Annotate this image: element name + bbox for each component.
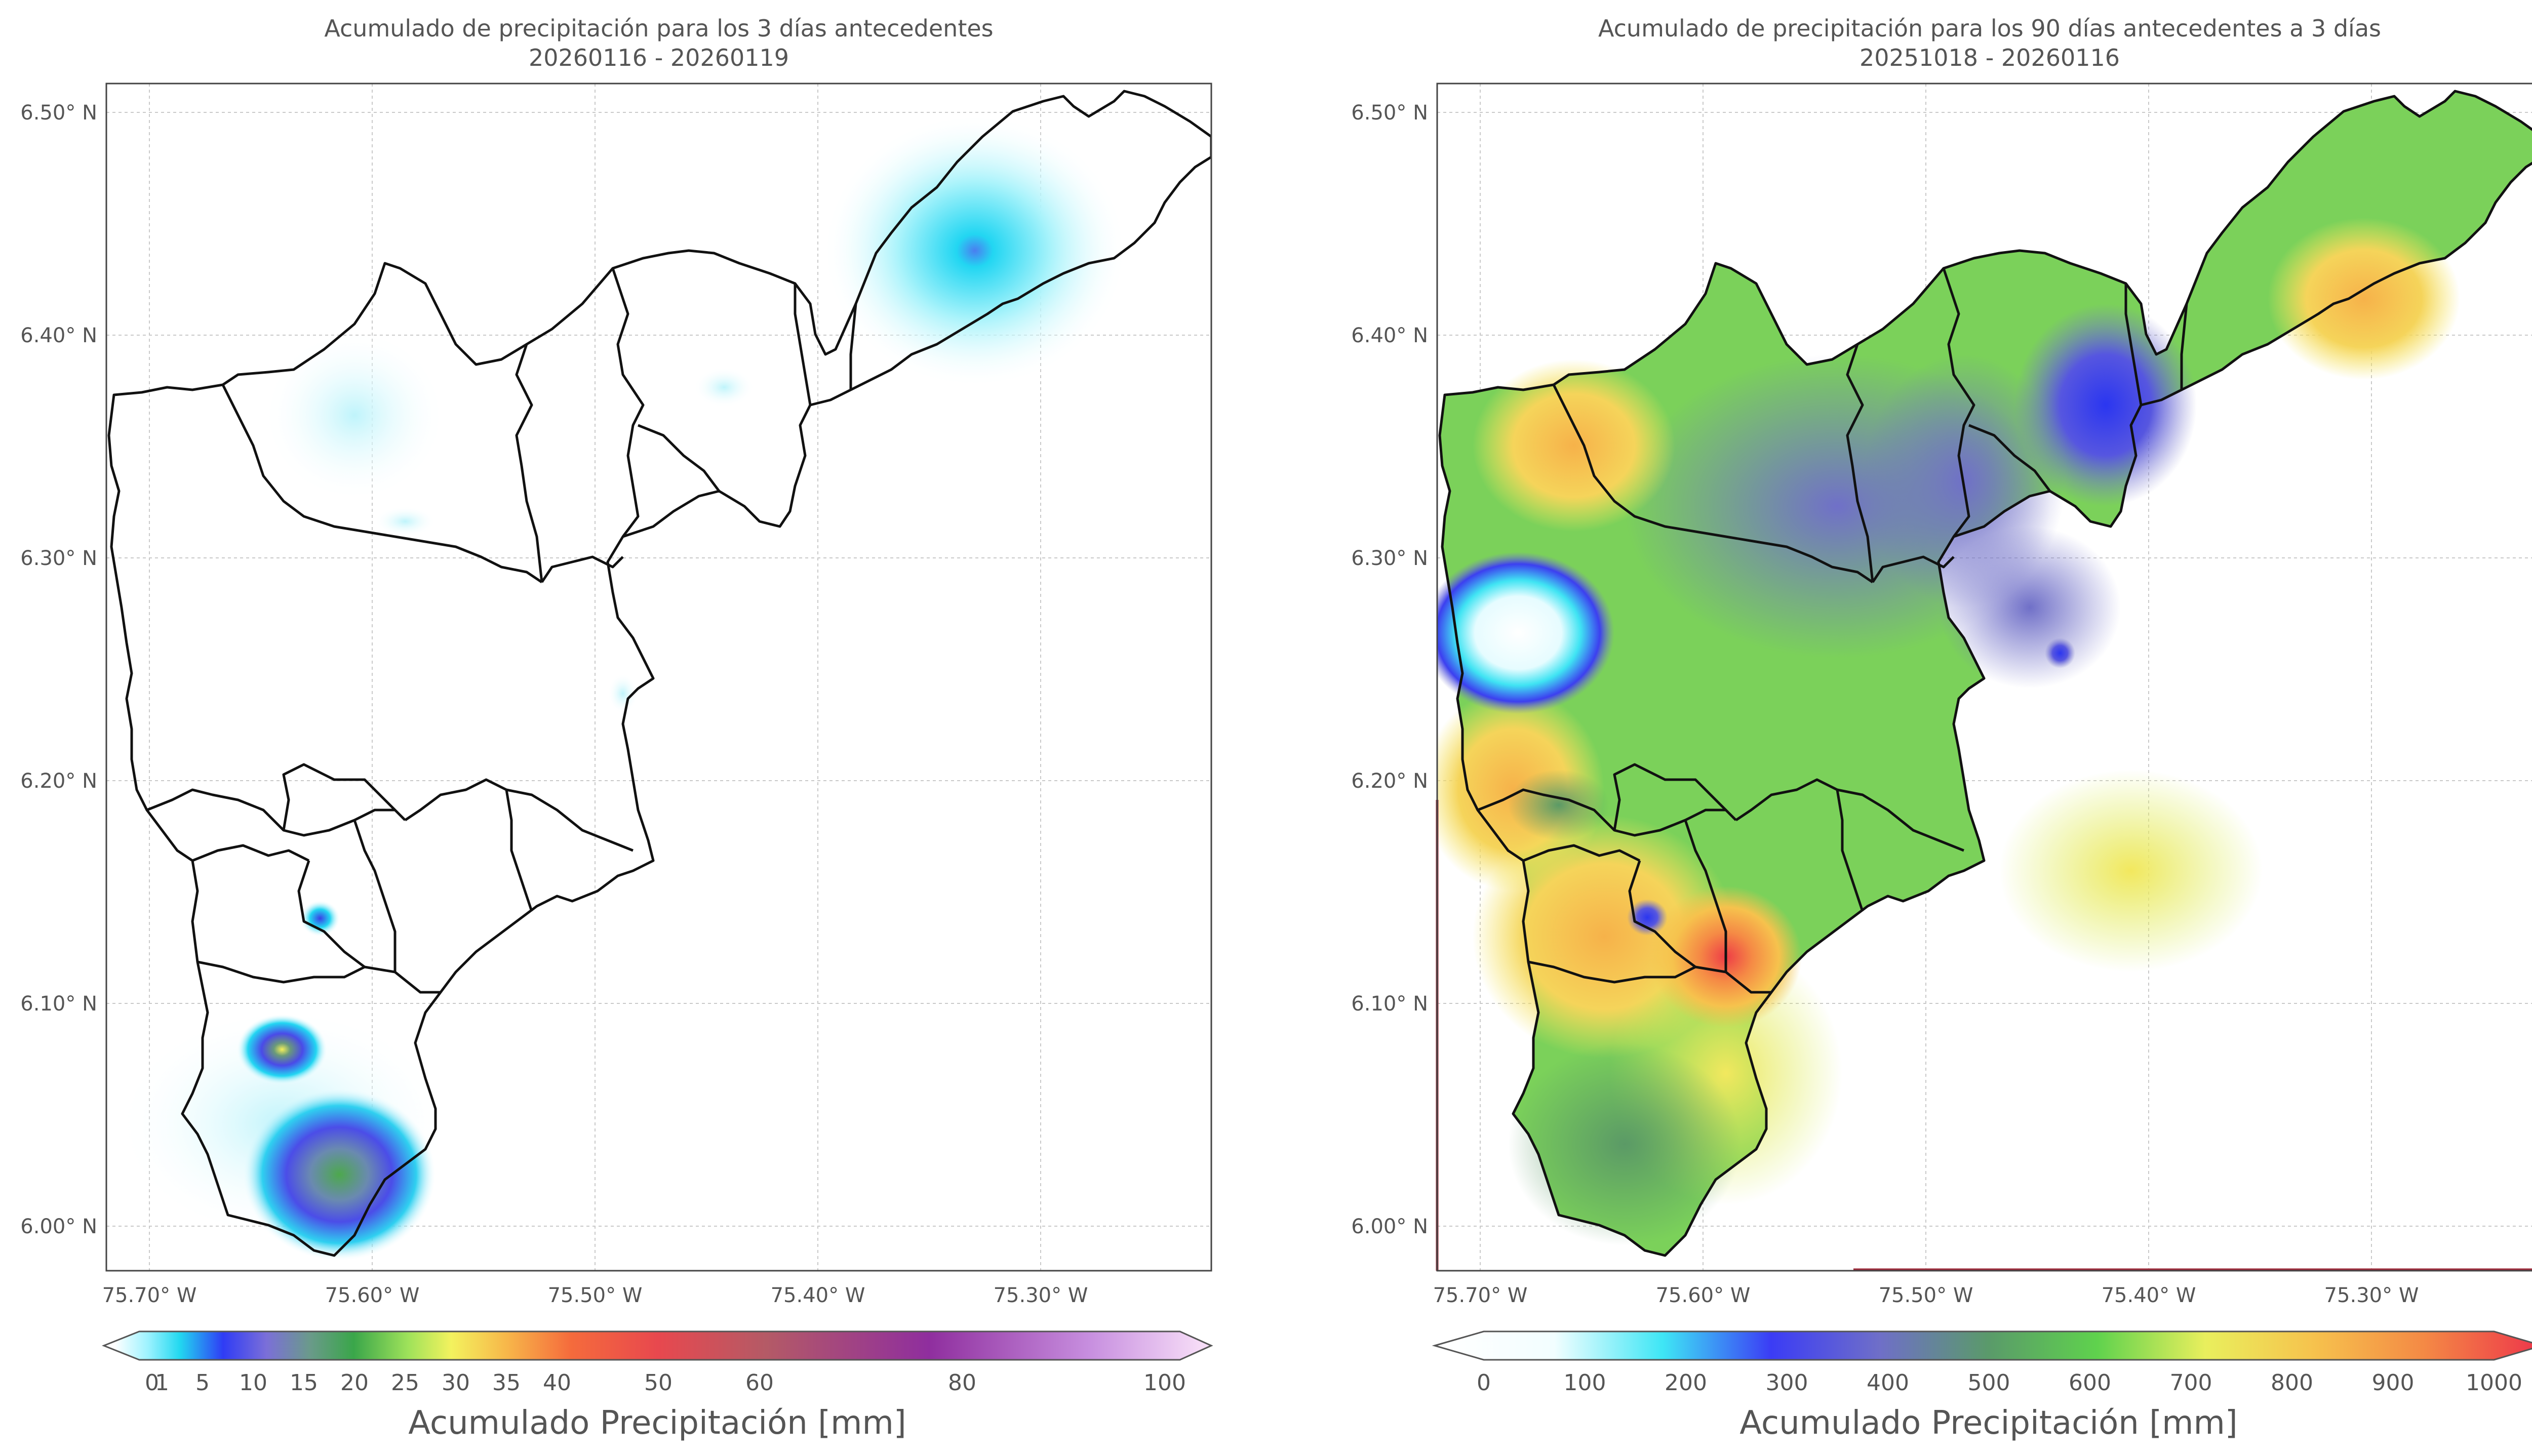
colorbar-tick-label: 600	[2069, 1370, 2111, 1396]
left-map: Acumulado de precipitación para los 3 dí…	[20, 15, 1213, 1442]
right-colorbar-label: Acumulado Precipitación [mm]	[1739, 1404, 2238, 1442]
right-lon-label: 75.50° W	[1879, 1284, 1973, 1307]
right-lon-label: 75.70° W	[1433, 1284, 1528, 1307]
left-lat-label: 6.50° N	[20, 101, 97, 125]
colorbar-tick-label: 60	[745, 1370, 774, 1396]
right-lon-label: 75.40° W	[2102, 1284, 2196, 1307]
left-map-title: Acumulado de precipitación para los 3 dí…	[324, 15, 993, 42]
left-map-frame	[105, 83, 1212, 1272]
right-lat-label: 6.40° N	[1351, 324, 1428, 347]
left-lat-label: 6.20° N	[20, 770, 97, 793]
right-lat-labels: 6.50° N 6.40° N 6.30° N 6.20° N 6.10° N …	[1351, 101, 1428, 1238]
colorbar-tick-label: 500	[1968, 1370, 2010, 1396]
colorbar-tick-label: 5	[195, 1370, 210, 1396]
colorbar-tick-label: 15	[290, 1370, 318, 1396]
right-lat-label: 6.50° N	[1351, 101, 1428, 125]
colorbar-tick-label: 900	[2372, 1370, 2415, 1396]
colorbar-tick-label: 1000	[2466, 1370, 2522, 1396]
colorbar-tick-label: 1	[155, 1370, 169, 1396]
left-lon-label: 75.50° W	[548, 1284, 643, 1307]
left-colorbar-bar	[101, 1330, 1213, 1361]
right-map-date-range: 20251018 - 20260116	[1860, 44, 2120, 71]
left-lat-label: 6.00° N	[20, 1215, 97, 1238]
right-precipitation-field	[1437, 91, 2532, 1256]
colorbar-tick-label: 0	[1477, 1370, 1491, 1396]
colorbar-tick-label: 200	[1665, 1370, 1707, 1396]
left-colorbar: 01 5 10 15 20 25 30 35 40 50 60 80 100 Acumulado Pre…	[101, 1330, 1213, 1442]
colorbar-tick-label: 35	[492, 1370, 521, 1396]
left-precipitation-field	[116, 114, 1127, 1261]
left-lat-label: 6.40° N	[20, 324, 97, 347]
right-lon-labels: 75.70° W 75.60° W 75.50° W 75.40° W 75.3…	[1433, 1284, 2419, 1307]
colorbar-tick-label: 800	[2271, 1370, 2313, 1396]
colorbar-tick-label: 30	[442, 1370, 470, 1396]
left-lat-label: 6.10° N	[20, 992, 97, 1016]
colorbar-tick-label: 100	[1143, 1370, 1186, 1396]
right-lon-label: 75.30° W	[2324, 1284, 2419, 1307]
colorbar-tick-label: 25	[391, 1370, 419, 1396]
left-lon-label: 75.70° W	[102, 1284, 197, 1307]
right-lat-label: 6.00° N	[1351, 1215, 1428, 1238]
right-colorbar-bar	[1432, 1330, 2532, 1361]
colorbar-tick-label: 400	[1867, 1370, 1909, 1396]
colorbar-tick-label: 50	[644, 1370, 672, 1396]
right-lat-label: 6.30° N	[1351, 547, 1428, 570]
colorbar-tick-label: 0	[145, 1370, 159, 1396]
right-lat-label: 6.10° N	[1351, 992, 1428, 1016]
left-colorbar-label: Acumulado Precipitación [mm]	[408, 1404, 906, 1442]
right-map-frame	[1436, 83, 2532, 1272]
left-map-date-range: 20260116 - 20260119	[529, 44, 789, 71]
left-lon-label: 75.30° W	[994, 1284, 1088, 1307]
colorbar-tick-label: 700	[2170, 1370, 2212, 1396]
colorbar-tick-label: 300	[1766, 1370, 1808, 1396]
colorbar-tick-label: 100	[1564, 1370, 1606, 1396]
right-lat-label: 6.20° N	[1351, 770, 1428, 793]
right-colorbar: 0 100 200 300 400 500 600 700 800 900 1000 Acumula…	[1432, 1330, 2532, 1442]
colorbar-tick-label: 10	[239, 1370, 267, 1396]
left-lon-label: 75.60° W	[325, 1284, 420, 1307]
right-colorbar-ticks: 0 100 200 300 400 500 600 700 800 900 1000	[1477, 1370, 2522, 1396]
left-lon-label: 75.40° W	[771, 1284, 865, 1307]
right-map: Acumulado de precipitación para los 90 d…	[1351, 15, 2532, 1442]
colorbar-tick-label: 80	[948, 1370, 976, 1396]
left-map-plot-area[interactable]	[106, 84, 1211, 1271]
right-lon-label: 75.60° W	[1656, 1284, 1751, 1307]
colorbar-tick-label: 40	[543, 1370, 571, 1396]
right-map-plot-area[interactable]	[1422, 84, 2532, 1271]
right-map-title: Acumulado de precipitación para los 90 d…	[1598, 15, 2381, 42]
left-lon-labels: 75.70° W 75.60° W 75.50° W 75.40° W 75.3…	[102, 1284, 1088, 1307]
colorbar-tick-label: 20	[340, 1370, 369, 1396]
left-colorbar-ticks: 01 5 10 15 20 25 30 35 40 50 60 80 100	[145, 1370, 1186, 1396]
left-lat-label: 6.30° N	[20, 547, 97, 570]
left-lat-labels: 6.50° N 6.40° N 6.30° N 6.20° N 6.10° N …	[20, 101, 97, 1238]
